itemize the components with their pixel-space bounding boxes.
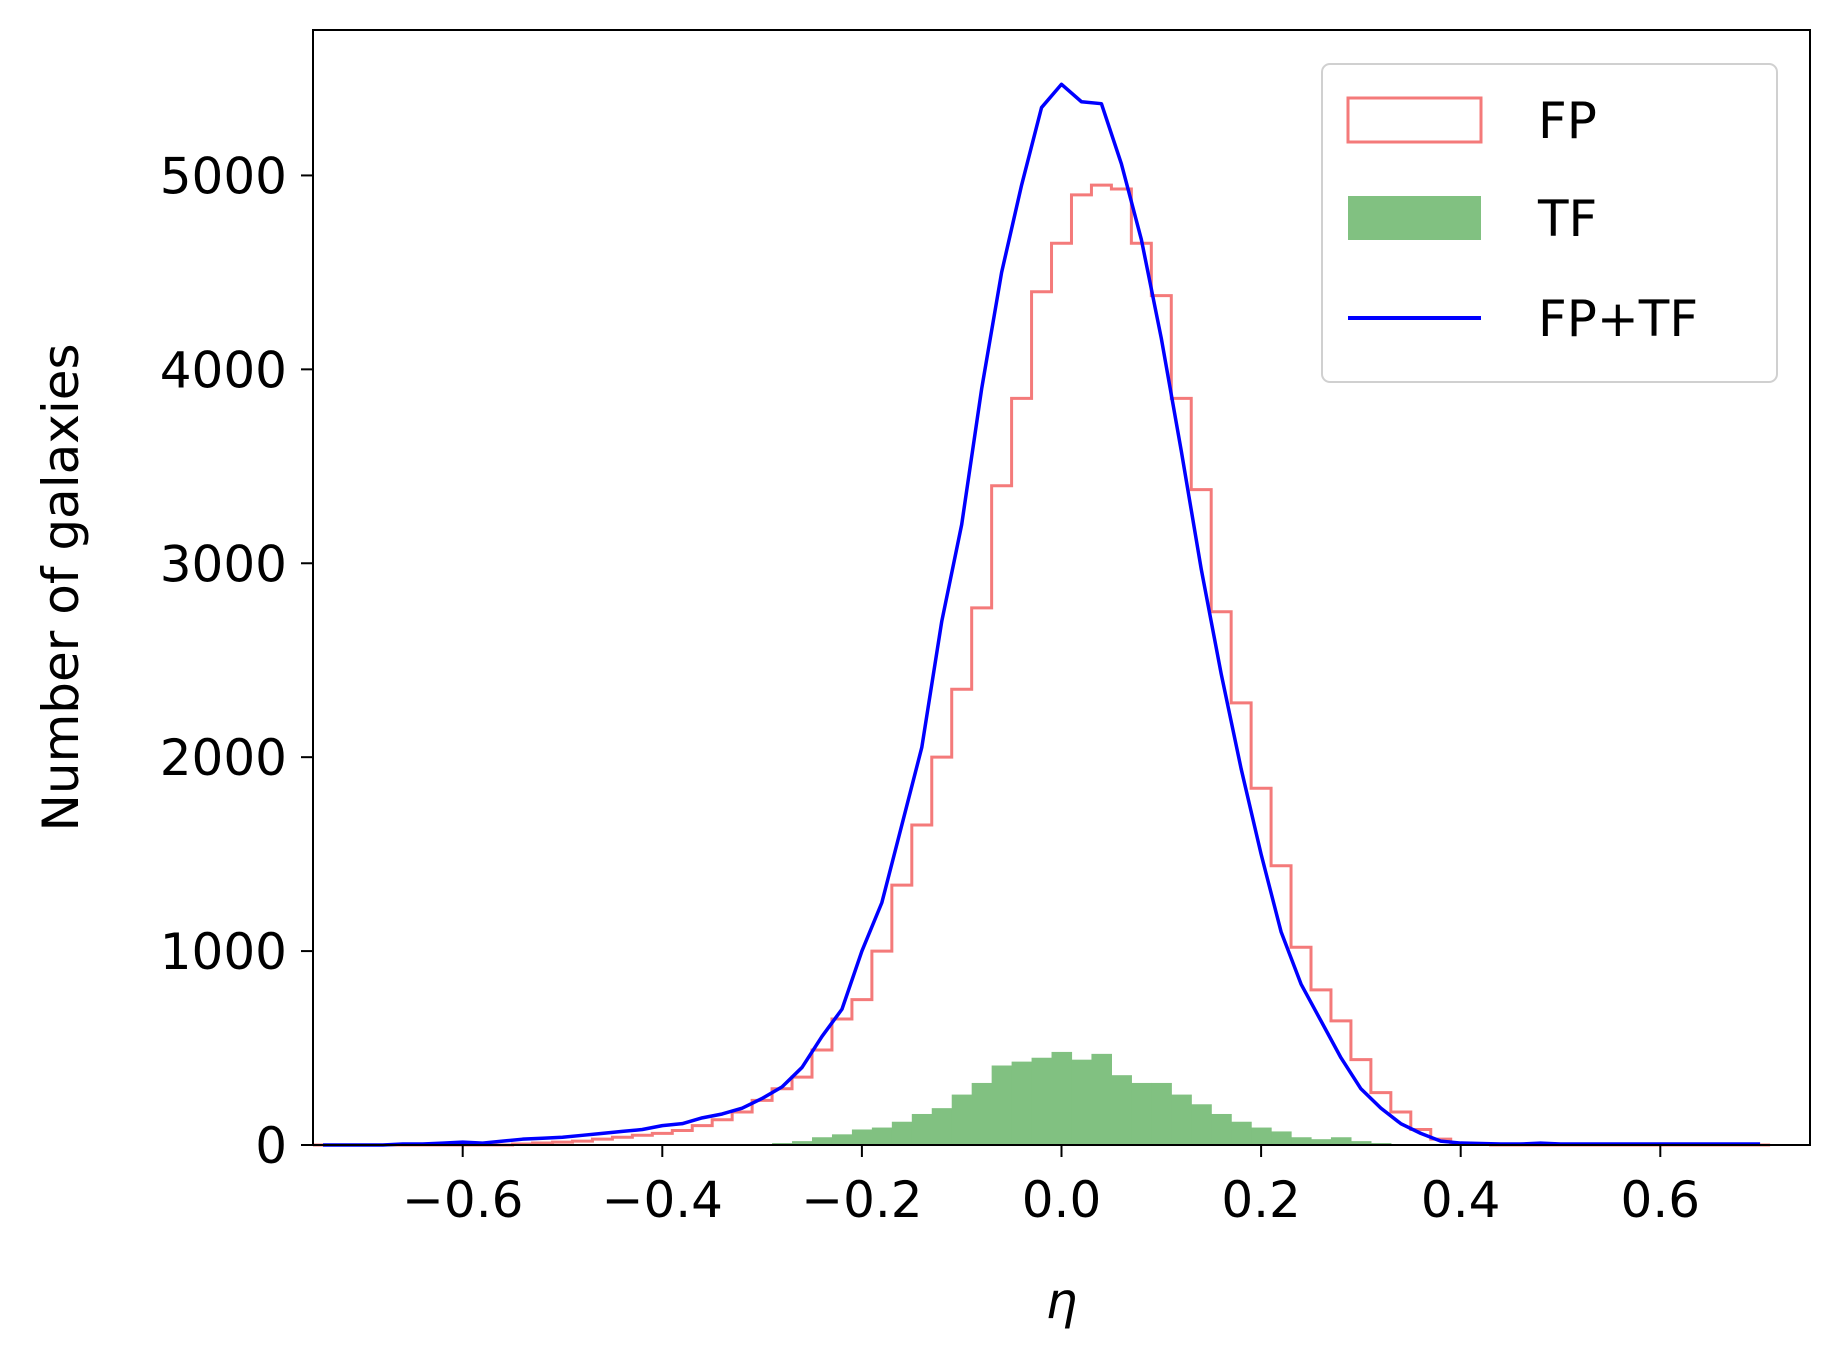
tf-bar	[951, 1094, 973, 1145]
tf-bar	[931, 1108, 953, 1145]
tf-bar	[891, 1121, 913, 1145]
tf-bar	[1231, 1121, 1252, 1145]
tf-bar	[911, 1113, 933, 1145]
legend-entry-fp: FP	[1346, 92, 1597, 150]
y-tick-label: 0	[255, 1117, 287, 1175]
y-tick-label: 3000	[160, 535, 287, 593]
tf-bar	[1311, 1139, 1332, 1145]
x-tick-label: −0.4	[602, 1171, 723, 1229]
legend-label: TF	[1537, 190, 1597, 248]
legend-entry-fp-tf: FP+TF	[1348, 290, 1698, 348]
x-tick-label: −0.2	[801, 1171, 922, 1229]
tf-bar	[871, 1127, 893, 1145]
tf-bar	[831, 1134, 853, 1145]
tf-bar	[1071, 1059, 1093, 1145]
tf-bar	[812, 1137, 833, 1145]
x-tick-label: 0.0	[1022, 1171, 1102, 1229]
tf-bar	[1131, 1082, 1152, 1145]
tf-bar	[971, 1082, 993, 1145]
x-tick-label: 0.4	[1421, 1171, 1501, 1229]
tf-bar	[1251, 1127, 1272, 1145]
legend-entry-tf: TF	[1348, 190, 1597, 248]
tf-bar	[991, 1065, 1013, 1145]
x-tick-label: 0.2	[1221, 1171, 1301, 1229]
legend: FP TF FP+TF	[1321, 63, 1778, 383]
series-tf	[732, 1051, 1412, 1145]
tf-bar	[1051, 1051, 1073, 1145]
x-axis-label: η	[1046, 1272, 1078, 1330]
tf-bar	[1091, 1053, 1112, 1145]
legend-swatch-tf	[1348, 196, 1481, 240]
tf-bar	[1011, 1061, 1033, 1145]
tf-bar	[1350, 1141, 1372, 1145]
tf-bar	[1191, 1104, 1212, 1145]
fp-step-line	[313, 183, 1771, 1147]
x-axis: −0.6 −0.4 −0.2 0.0 0.2 0.4 0.6	[402, 1145, 1700, 1229]
tf-bar	[1171, 1094, 1192, 1145]
tf-bar	[792, 1141, 813, 1145]
x-tick-label: −0.6	[402, 1171, 523, 1229]
legend-label: FP+TF	[1538, 290, 1698, 348]
legend-label: FP	[1538, 92, 1597, 150]
tf-bar	[1330, 1137, 1352, 1145]
y-tick-label: 5000	[160, 147, 287, 205]
plot-content	[313, 82, 1771, 1147]
legend-swatch-fp	[1346, 96, 1483, 144]
y-tick-label: 2000	[160, 729, 287, 787]
y-tick-label: 1000	[160, 923, 287, 981]
tf-bar	[1271, 1131, 1292, 1145]
tf-bar	[1291, 1137, 1312, 1145]
tf-bar	[1111, 1075, 1132, 1145]
y-axis-label: Number of galaxies	[32, 343, 90, 831]
tf-bar	[1151, 1082, 1172, 1145]
tf-bar	[1211, 1113, 1232, 1145]
tf-bar	[1031, 1057, 1053, 1145]
tf-bar	[851, 1129, 873, 1145]
series-fp	[313, 183, 1771, 1147]
y-tick-label: 4000	[160, 341, 287, 399]
x-tick-label: 0.6	[1621, 1171, 1701, 1229]
y-axis: 0 1000 2000 3000 4000 5000	[160, 147, 313, 1175]
